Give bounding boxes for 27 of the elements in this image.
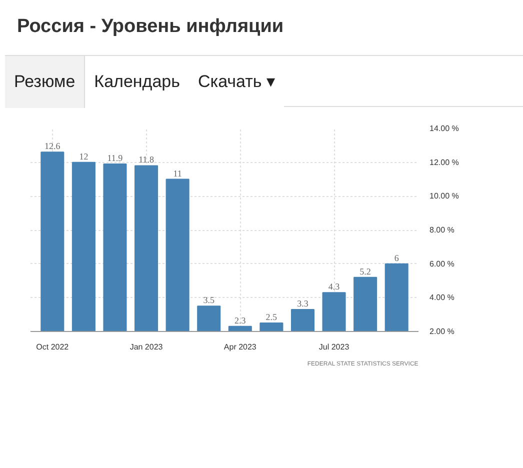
data-label: 11: [173, 168, 182, 178]
data-label: 12: [79, 151, 88, 162]
data-label: 2.3: [234, 315, 246, 326]
data-label: 12.6: [44, 141, 61, 152]
chart-title: Россия - Уровень инфляции: [17, 15, 284, 39]
text: Скачать ▾: [188, 56, 284, 108]
data-label: 4.3: [328, 282, 340, 292]
x-tick-label: Oct 2022: [36, 342, 70, 352]
y-tick-label: 6.00 %: [430, 259, 454, 268]
x-tick-label: Apr 2023: [224, 342, 257, 352]
y-tick-label: 8.00 %: [430, 226, 454, 234]
y-tick-label: 14.00 %: [430, 124, 459, 133]
data-label: 11.9: [107, 153, 124, 164]
y-tick-label: 4.00 %: [430, 293, 454, 302]
text: Резюме: [5, 56, 86, 108]
x-tick-label: Jan 2023: [130, 342, 164, 352]
y-tick-label: 12.00 %: [430, 158, 459, 167]
data-label: 5.2: [360, 266, 371, 276]
data-label: 3.5: [203, 295, 215, 306]
data-label: 3.3: [297, 298, 309, 309]
data-label: 11.8: [138, 154, 154, 165]
data-label: 2.5: [266, 312, 278, 322]
text: Календарь: [85, 56, 189, 108]
data-label: 6: [394, 252, 400, 263]
x-tick-label: Jul 2023: [318, 342, 350, 352]
y-tick-label: 10.00 %: [430, 192, 459, 201]
y-tick-label: 2.00 %: [430, 327, 454, 336]
